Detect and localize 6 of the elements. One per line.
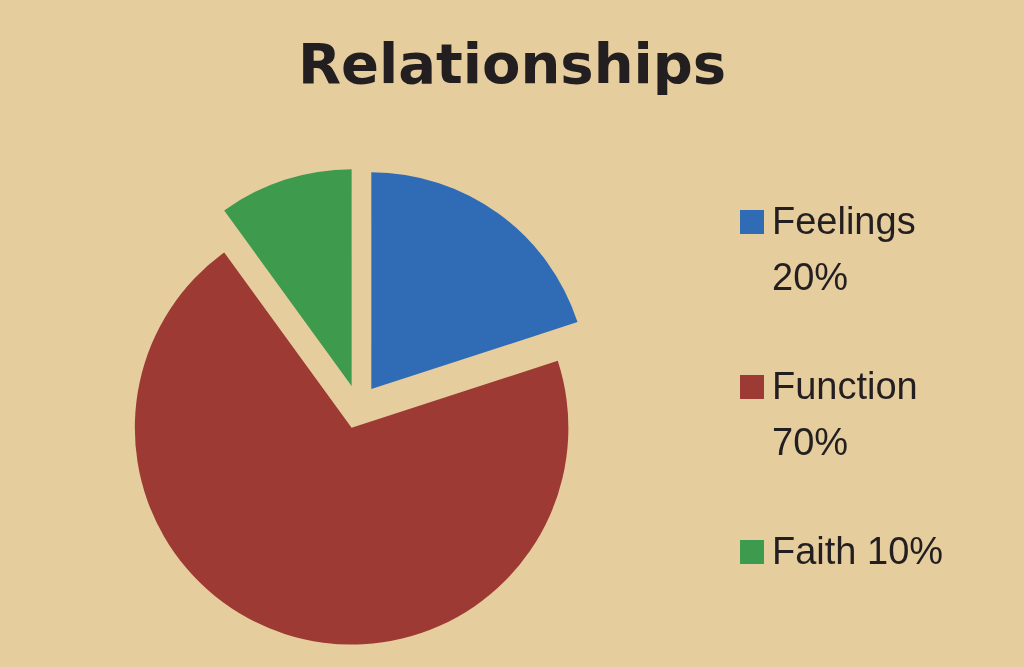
legend-label: Feelings (772, 200, 927, 242)
data-label: 20% (772, 256, 849, 298)
data-label: 70% (772, 421, 849, 463)
legend-label: Faith 10% (772, 530, 944, 572)
chart-title: Relationships (297, 30, 727, 96)
legend-label: Function (772, 365, 929, 407)
